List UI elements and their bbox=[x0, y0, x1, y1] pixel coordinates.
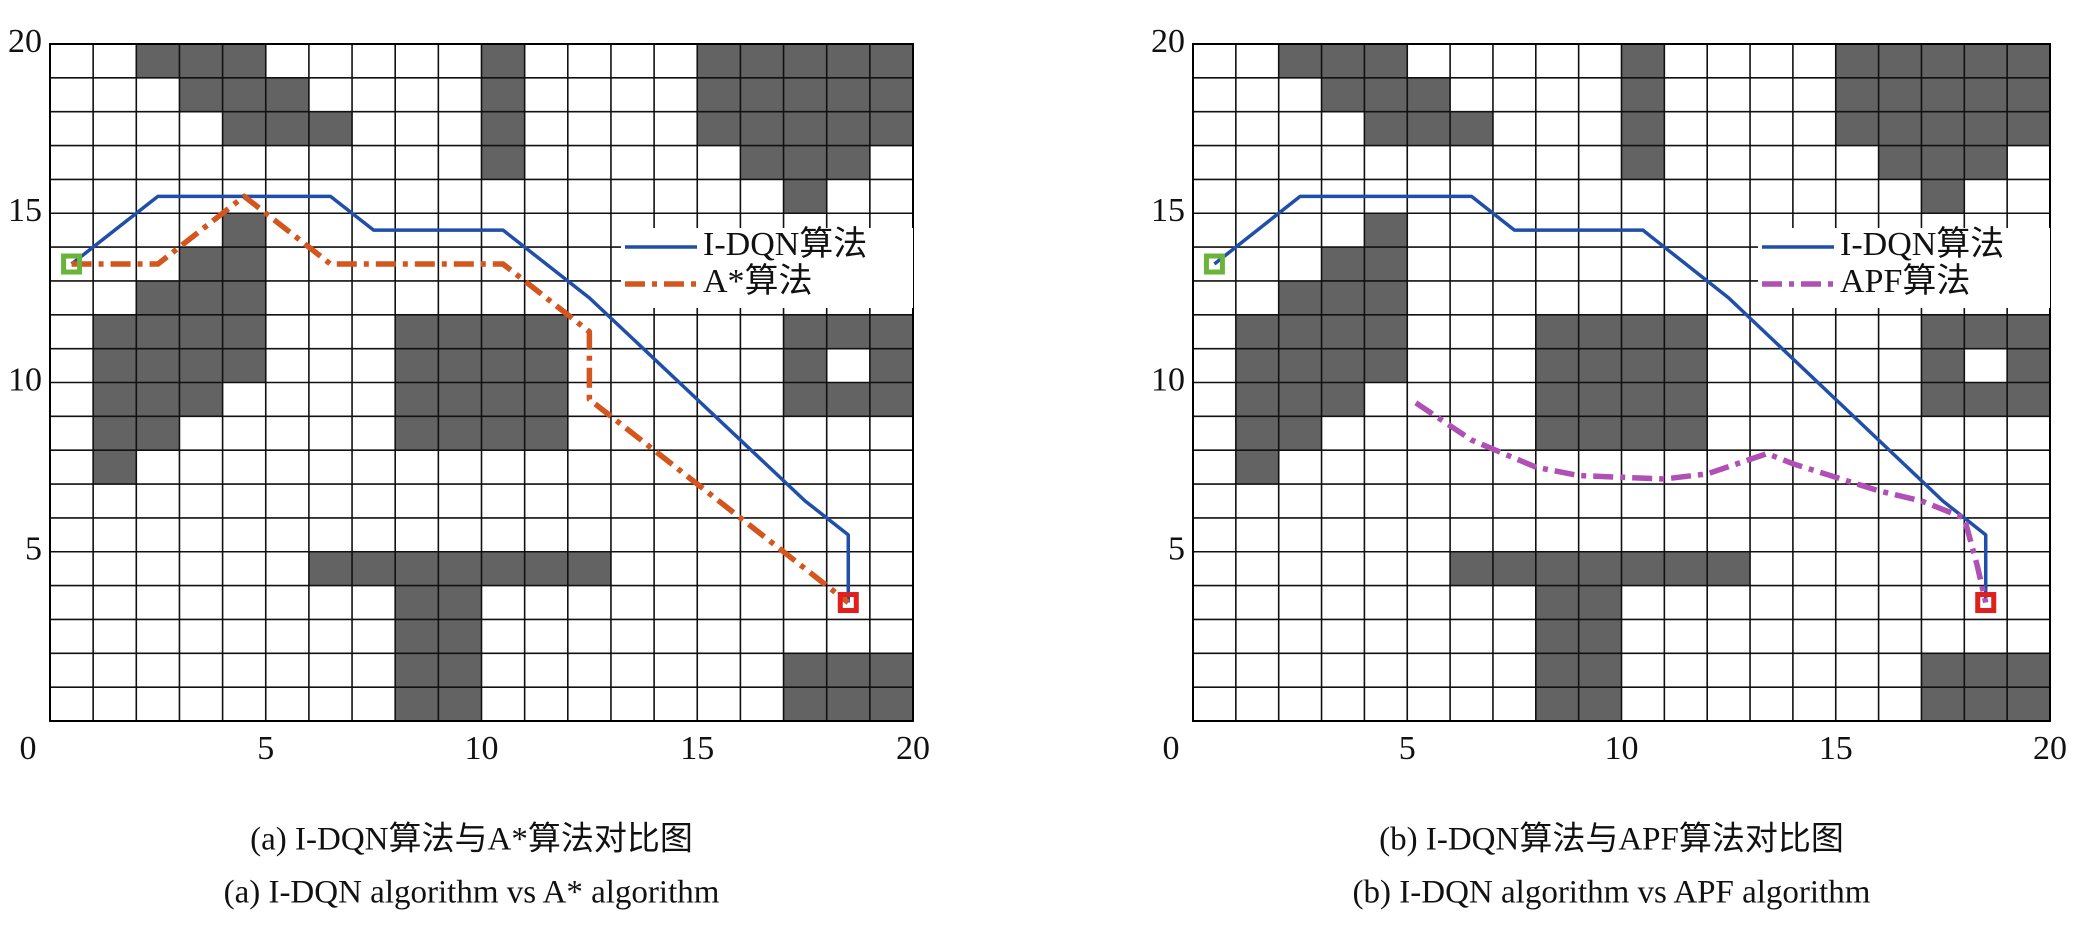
y-tick-label: 10 bbox=[8, 361, 42, 398]
y-tick-label: 20 bbox=[8, 23, 42, 60]
y-tick-label: 20 bbox=[1151, 23, 1185, 60]
x-tick-label: 0 bbox=[1163, 730, 1180, 767]
obstacle bbox=[783, 382, 913, 417]
obstacle bbox=[222, 213, 266, 248]
obstacle bbox=[1364, 213, 1408, 248]
path-line bbox=[1213, 194, 1988, 603]
obstacle bbox=[481, 111, 525, 146]
x-tick-label: 10 bbox=[465, 730, 499, 767]
obstacle bbox=[1450, 551, 1751, 586]
obstacle bbox=[481, 44, 525, 78]
start-marker bbox=[61, 253, 83, 275]
x-tick-label: 0 bbox=[20, 730, 37, 767]
legend-label: APF算法 bbox=[1840, 262, 1970, 300]
caption-en: (b) I-DQN algorithm vs APF algorithm bbox=[1353, 875, 1871, 911]
obstacle bbox=[783, 179, 827, 214]
path-line bbox=[1414, 400, 1989, 604]
obstacle bbox=[222, 111, 353, 146]
y-tick-label: 5 bbox=[25, 531, 42, 568]
obstacle bbox=[1235, 382, 1365, 417]
obstacle bbox=[1278, 44, 1408, 78]
obstacle bbox=[697, 77, 913, 112]
obstacle bbox=[1835, 44, 2050, 78]
obstacle bbox=[1921, 179, 1965, 214]
obstacle bbox=[783, 314, 913, 349]
legend-label: I-DQN算法 bbox=[703, 225, 867, 263]
obstacle bbox=[1835, 77, 2050, 112]
obstacle bbox=[93, 450, 137, 485]
obstacle bbox=[1321, 77, 1451, 112]
obstacle bbox=[93, 382, 223, 417]
obstacle bbox=[136, 44, 266, 78]
obstacle bbox=[1621, 77, 1665, 112]
x-tick-label: 20 bbox=[896, 730, 930, 767]
caption-en: (a) I-DQN algorithm vs A* algorithm bbox=[224, 875, 720, 911]
obstacle bbox=[740, 145, 870, 180]
obstacle bbox=[1364, 111, 1493, 146]
obstacle bbox=[1235, 450, 1279, 485]
obstacle bbox=[1921, 348, 1965, 383]
obstacle bbox=[1921, 314, 2050, 349]
path-line bbox=[70, 194, 851, 603]
obstacle bbox=[1921, 653, 2050, 688]
x-tick-label: 10 bbox=[1605, 730, 1639, 767]
obstacle bbox=[783, 348, 827, 383]
obstacle bbox=[1835, 111, 2050, 146]
x-tick-label: 5 bbox=[257, 730, 274, 767]
obstacle bbox=[308, 551, 611, 586]
caption: (b) I-DQN算法与APF算法对比图 bbox=[1379, 821, 1844, 858]
obstacle bbox=[697, 111, 913, 146]
y-tick-label: 15 bbox=[8, 192, 42, 229]
x-tick-label: 15 bbox=[1819, 730, 1853, 767]
y-tick-label: 5 bbox=[1168, 531, 1185, 568]
plot-frame bbox=[1192, 43, 2051, 722]
obstacle bbox=[1921, 687, 2050, 721]
obstacle bbox=[1621, 145, 1665, 180]
legend-box bbox=[621, 228, 913, 308]
obstacle bbox=[869, 348, 913, 383]
obstacle bbox=[1278, 280, 1408, 315]
goal-marker bbox=[1975, 592, 1997, 614]
goal-marker bbox=[837, 592, 859, 614]
obstacle bbox=[136, 280, 266, 315]
x-tick-label: 20 bbox=[2033, 730, 2067, 767]
obstacle bbox=[1878, 145, 2008, 180]
obstacle bbox=[481, 145, 525, 180]
obstacle bbox=[783, 653, 913, 688]
obstacle bbox=[481, 77, 525, 112]
x-tick-label: 15 bbox=[680, 730, 714, 767]
plot-frame bbox=[49, 43, 914, 722]
obstacle bbox=[1921, 382, 2050, 417]
y-tick-label: 10 bbox=[1151, 361, 1185, 398]
obstacle bbox=[697, 44, 913, 78]
x-tick-label: 5 bbox=[1399, 730, 1416, 767]
legend-label: I-DQN算法 bbox=[1840, 225, 2004, 263]
path-line bbox=[71, 193, 850, 605]
obstacle bbox=[2007, 348, 2050, 383]
caption: (a) I-DQN算法与A*算法对比图 bbox=[250, 821, 693, 858]
obstacle bbox=[1621, 111, 1665, 146]
obstacle bbox=[1621, 44, 1665, 78]
obstacle bbox=[783, 687, 913, 721]
legend-label: A*算法 bbox=[703, 262, 813, 300]
start-marker bbox=[1203, 253, 1225, 275]
obstacle bbox=[179, 77, 309, 112]
y-tick-label: 15 bbox=[1151, 192, 1185, 229]
legend-box bbox=[1758, 228, 2050, 308]
